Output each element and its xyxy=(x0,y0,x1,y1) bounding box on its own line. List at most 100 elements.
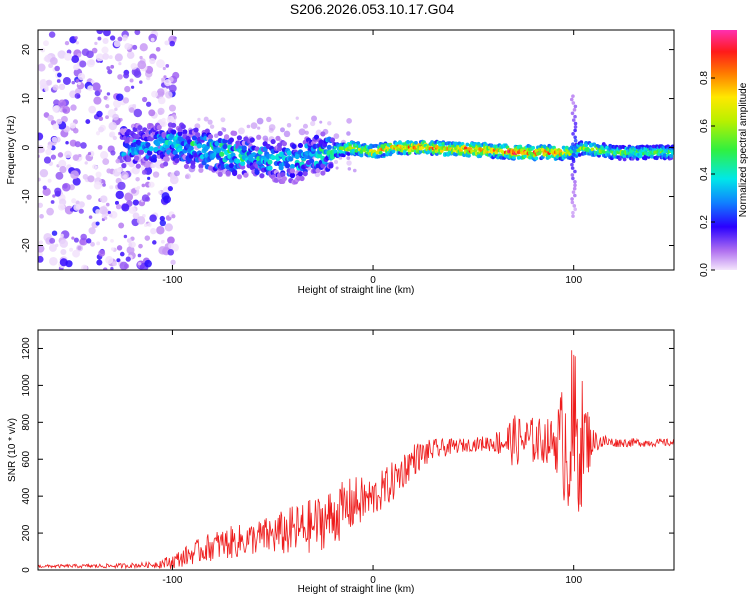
heatmap-cell xyxy=(74,93,81,99)
snr-panel: -100 0 100 0 200 400 600 800 1000 1200 Height of… xyxy=(7,329,675,595)
heatmap-cell xyxy=(197,117,201,122)
heatmap-cell xyxy=(58,159,67,168)
heatmap-cell xyxy=(107,210,111,215)
heatmap-cell xyxy=(573,121,578,126)
heatmap-cell xyxy=(75,41,80,45)
heatmap-cell xyxy=(439,149,444,153)
heatmap-cell xyxy=(346,160,352,166)
heatmap-cell xyxy=(135,176,140,182)
heatmap-cell xyxy=(133,70,142,78)
heatmap-cell xyxy=(62,105,71,114)
heatmap-cell xyxy=(87,151,92,156)
heatmap-cell xyxy=(243,172,249,178)
heatmap-cell xyxy=(185,173,191,180)
heatmap-cell xyxy=(73,203,81,211)
heatmap-cell xyxy=(71,80,76,85)
heatmap-cell xyxy=(346,152,351,156)
y-tick-label: 10 xyxy=(21,93,32,105)
heatmap-cell xyxy=(78,208,84,214)
x-tick-label: 0 xyxy=(370,575,376,586)
heatmap-cell xyxy=(391,149,396,154)
heatmap-cell xyxy=(88,227,96,235)
heatmap-cell xyxy=(286,150,292,156)
heatmap-cell xyxy=(193,127,199,133)
heatmap-cell xyxy=(299,175,305,182)
heatmap-cell xyxy=(170,259,176,265)
heatmap-cell xyxy=(209,124,215,129)
heatmap-cell xyxy=(161,77,165,82)
heatmap-cell xyxy=(570,173,575,177)
heatmap-cell xyxy=(254,169,260,175)
heatmap-cell xyxy=(118,222,125,229)
heatmap-cell xyxy=(69,122,77,129)
heatmap-cell xyxy=(297,171,304,177)
heatmap-cell xyxy=(117,181,126,190)
heatmap-cell xyxy=(116,167,122,173)
heatmap-cell xyxy=(159,219,166,227)
heatmap-cell xyxy=(138,243,143,249)
heatmap-cell xyxy=(59,258,68,267)
heatmap-cell xyxy=(622,154,627,159)
heatmap-cell xyxy=(73,237,79,243)
heatmap-cell xyxy=(116,258,121,263)
heatmap-cell xyxy=(106,66,111,71)
heatmap-cell xyxy=(88,105,97,114)
heatmap-cell xyxy=(96,259,103,266)
heatmap-cell xyxy=(64,205,74,215)
heatmap-cell xyxy=(638,154,643,159)
heatmap-cell xyxy=(333,133,340,140)
heatmap-cell xyxy=(89,59,95,66)
heatmap-cell xyxy=(124,192,134,202)
heatmap-cell xyxy=(50,154,57,160)
heatmap-cell xyxy=(48,31,56,38)
heatmap-cell xyxy=(139,55,143,60)
y-tick-label: 800 xyxy=(21,414,32,431)
heatmap-cell xyxy=(102,183,106,187)
heatmap-cell xyxy=(47,178,52,183)
heatmap-cell xyxy=(406,139,410,144)
heatmap-y-ticks: -20 -10 0 10 20 xyxy=(21,44,674,253)
heatmap-cell xyxy=(267,159,273,165)
heatmap-cell xyxy=(572,108,577,112)
colorbar: 0.0 0.2 0.4 0.6 0.8 Normalized spectral ampl… xyxy=(699,30,749,277)
heatmap-cell xyxy=(78,153,82,158)
heatmap-cell xyxy=(148,146,154,152)
y-tick-label: 0 xyxy=(21,567,32,573)
heatmap-cell xyxy=(222,143,228,150)
heatmap-cell xyxy=(398,140,402,145)
heatmap-cell xyxy=(112,113,119,121)
heatmap-cell xyxy=(168,84,177,93)
heatmap-cell xyxy=(573,149,577,153)
heatmap-cell xyxy=(103,30,111,37)
snr-y-label: SNR (10 * v/v) xyxy=(7,418,18,482)
heatmap-cell xyxy=(617,157,622,161)
heatmap-cell xyxy=(467,153,471,158)
heatmap-cell xyxy=(65,141,69,145)
heatmap-cell xyxy=(577,153,582,157)
heatmap-cell xyxy=(601,150,606,154)
heatmap-cell xyxy=(319,120,323,124)
heatmap-cell xyxy=(103,95,108,100)
heatmap-cell xyxy=(320,131,326,137)
heatmap-cell xyxy=(110,247,115,251)
heatmap-cell xyxy=(38,63,46,72)
heatmap-cell xyxy=(622,157,627,162)
heatmap-cell xyxy=(136,185,141,190)
heatmap-cell xyxy=(58,83,66,91)
heatmap-cell xyxy=(85,119,91,124)
heatmap-cell xyxy=(105,115,109,120)
heatmap-cell xyxy=(130,62,138,70)
heatmap-cell xyxy=(71,236,75,240)
heatmap-cell xyxy=(570,156,574,160)
heatmap-cell xyxy=(548,145,553,150)
heatmap-cell xyxy=(297,142,304,149)
heatmap-cell xyxy=(190,160,196,166)
heatmap-cell xyxy=(38,244,45,253)
heatmap-cell xyxy=(93,96,102,105)
y-tick-label: 1000 xyxy=(21,374,32,397)
heatmap-cell xyxy=(102,53,110,60)
heatmap-cell xyxy=(570,111,575,116)
heatmap-cell xyxy=(259,173,265,179)
heatmap-cell xyxy=(195,132,201,138)
heatmap-cell xyxy=(284,163,291,169)
